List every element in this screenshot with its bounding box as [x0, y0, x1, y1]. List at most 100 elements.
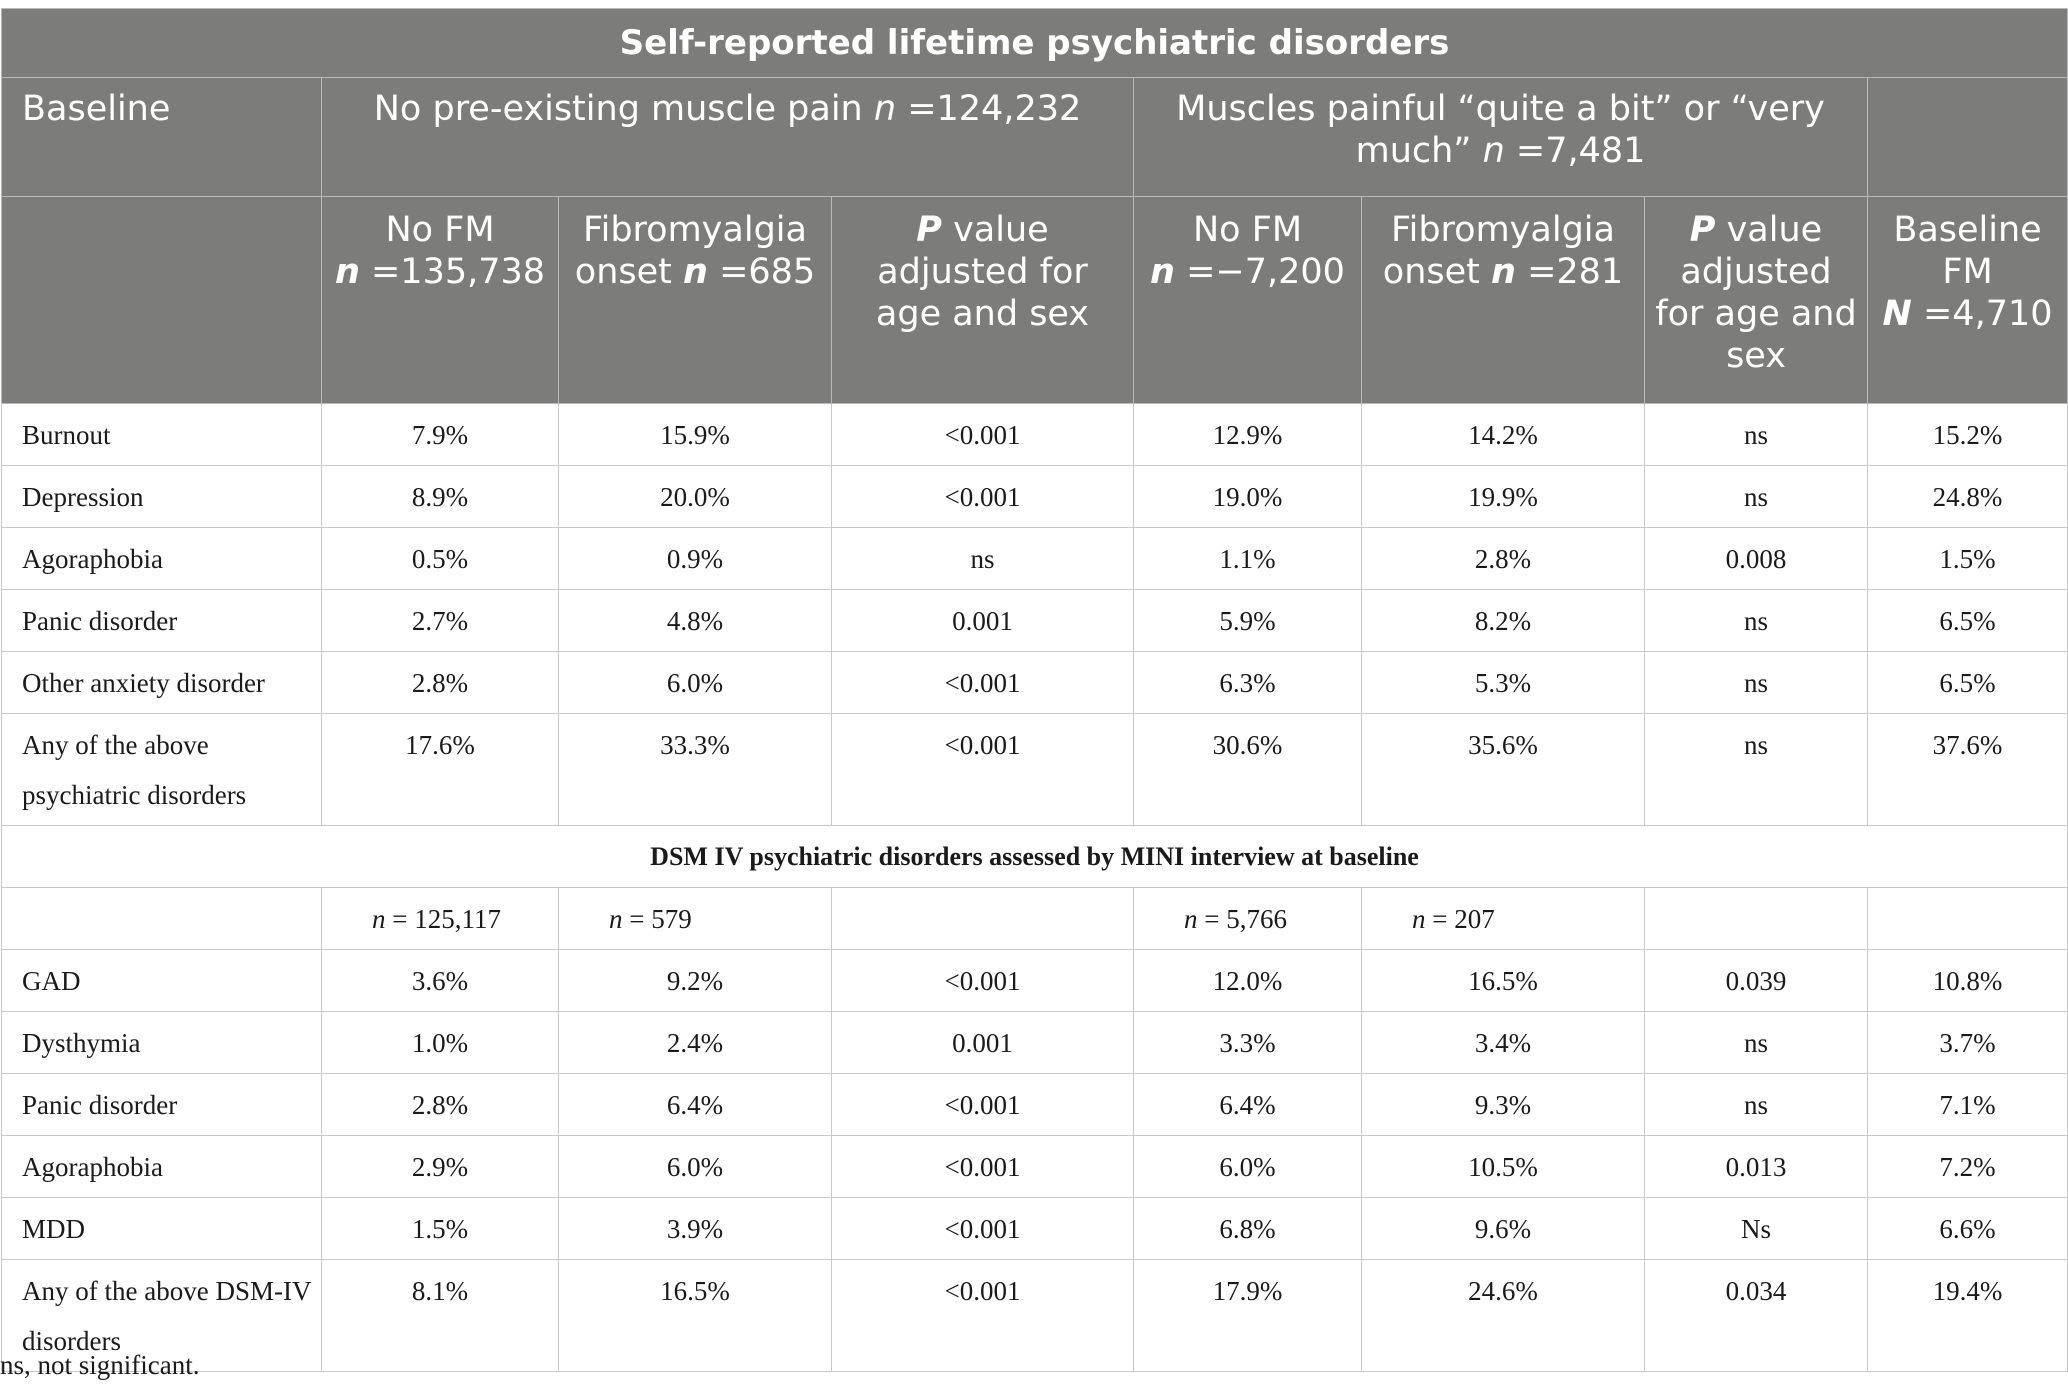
- pain-group-header: Muscles painful “quite a bit” or “very m…: [1133, 77, 1868, 197]
- table-row: MDD 1.5% 3.9% <0.001 6.8% 9.6% Ns 6.6%: [1, 1197, 2068, 1260]
- cell: 33.3%: [558, 713, 832, 826]
- table-row: Any of the above DSM-IV disorders 8.1% 1…: [1, 1259, 2068, 1372]
- cell: 6.3%: [1133, 651, 1362, 714]
- cell: 7.9%: [321, 403, 559, 466]
- cell: 9.6%: [1361, 1197, 1645, 1260]
- empty-group-header: [1866, 77, 2068, 197]
- sample-size-no-fm-2: n = 5,766: [1133, 887, 1362, 950]
- sample-size-row: n = 125,117 n = 579 n = 5,766 n = 207: [1, 887, 2068, 950]
- cell: 10.8%: [1866, 949, 2068, 1012]
- baseline-header: Baseline: [1, 77, 322, 197]
- table-title: Self-reported lifetime psychiatric disor…: [0, 8, 2068, 78]
- cell: 12.0%: [1133, 949, 1362, 1012]
- table-row: Agoraphobia 0.5% 0.9% ns 1.1% 2.8% 0.008…: [1, 527, 2068, 590]
- empty-cell: [831, 887, 1134, 950]
- cell: 6.5%: [1866, 589, 2068, 652]
- cell: 2.4%: [558, 1011, 832, 1074]
- table-row: Burnout 7.9% 15.9% <0.001 12.9% 14.2% ns…: [1, 403, 2068, 466]
- row-label: Any of the above psychiatric disorders: [1, 713, 322, 826]
- cell: 24.6%: [1361, 1259, 1645, 1372]
- no-pain-group-header: No pre-existing muscle pain n =124,232: [321, 77, 1134, 197]
- cell: ns: [1644, 1073, 1868, 1136]
- cell: 3.4%: [1361, 1011, 1645, 1074]
- cell: 19.4%: [1866, 1259, 2068, 1372]
- cell: 0.008: [1644, 527, 1868, 590]
- col-header-fm-onset-1: Fibromyalgia onset n =685: [558, 196, 832, 404]
- cell: 0.034: [1644, 1259, 1868, 1372]
- table-row: Panic disorder 2.7% 4.8% 0.001 5.9% 8.2%…: [1, 589, 2068, 652]
- cell: 6.0%: [1133, 1135, 1362, 1198]
- cell: 8.9%: [321, 465, 559, 528]
- cell: 0.001: [831, 1011, 1134, 1074]
- cell: 7.2%: [1866, 1135, 2068, 1198]
- cell: 9.2%: [558, 949, 832, 1012]
- cell: <0.001: [831, 1135, 1134, 1198]
- cell: 0.9%: [558, 527, 832, 590]
- cell: 0.039: [1644, 949, 1868, 1012]
- cell: 6.8%: [1133, 1197, 1362, 1260]
- cell: 6.0%: [558, 651, 832, 714]
- row-label: MDD: [1, 1197, 322, 1260]
- col-header-no-fm-2: No FM n =−7,200: [1133, 196, 1362, 404]
- cell: 1.0%: [321, 1011, 559, 1074]
- cell: 14.2%: [1361, 403, 1645, 466]
- cell: 19.9%: [1361, 465, 1645, 528]
- cell: 9.3%: [1361, 1073, 1645, 1136]
- cell: 6.4%: [558, 1073, 832, 1136]
- cell: 2.8%: [321, 1073, 559, 1136]
- cell: 19.0%: [1133, 465, 1362, 528]
- cell: 17.6%: [321, 713, 559, 826]
- cell: 3.3%: [1133, 1011, 1362, 1074]
- table-row: Dysthymia 1.0% 2.4% 0.001 3.3% 3.4% ns 3…: [1, 1011, 2068, 1074]
- cell: 3.6%: [321, 949, 559, 1012]
- cell: 0.013: [1644, 1135, 1868, 1198]
- sample-size-fm-onset-1: n = 579: [558, 887, 832, 950]
- empty-cell: [1644, 887, 1868, 950]
- cell: 0.001: [831, 589, 1134, 652]
- cell: 15.2%: [1866, 403, 2068, 466]
- table-row: GAD 3.6% 9.2% <0.001 12.0% 16.5% 0.039 1…: [1, 949, 2068, 1012]
- cell: <0.001: [831, 1197, 1134, 1260]
- cell: <0.001: [831, 713, 1134, 826]
- row-label: Agoraphobia: [1, 527, 322, 590]
- cell: <0.001: [831, 1073, 1134, 1136]
- dsm-section-title: DSM IV psychiatric disorders assessed by…: [0, 825, 2068, 888]
- cell: 6.0%: [558, 1135, 832, 1198]
- cell: 4.8%: [558, 589, 832, 652]
- cell: 3.9%: [558, 1197, 832, 1260]
- cell: 6.5%: [1866, 651, 2068, 714]
- col-header-no-fm-1: No FM n =135,738: [321, 196, 559, 404]
- cell: <0.001: [831, 403, 1134, 466]
- cell: 6.6%: [1866, 1197, 2068, 1260]
- cell: 2.7%: [321, 589, 559, 652]
- cell: 8.1%: [321, 1259, 559, 1372]
- results-table: Self-reported lifetime psychiatric disor…: [0, 8, 2068, 1372]
- cell: <0.001: [831, 949, 1134, 1012]
- cell: 1.1%: [1133, 527, 1362, 590]
- empty-cell: [1866, 887, 2068, 950]
- cell: 5.3%: [1361, 651, 1645, 714]
- cell: 2.8%: [321, 651, 559, 714]
- cell: ns: [1644, 651, 1868, 714]
- sample-size-no-fm-1: n = 125,117: [321, 887, 559, 950]
- cell: 0.5%: [321, 527, 559, 590]
- table-container: Self-reported lifetime psychiatric disor…: [0, 8, 2068, 1372]
- cell: 24.8%: [1866, 465, 2068, 528]
- cell: 2.8%: [1361, 527, 1645, 590]
- table-footnote: ns, not significant.: [0, 1350, 200, 1380]
- cell: 37.6%: [1866, 713, 2068, 826]
- row-label: Agoraphobia: [1, 1135, 322, 1198]
- table-row: Panic disorder 2.8% 6.4% <0.001 6.4% 9.3…: [1, 1073, 2068, 1136]
- cell: ns: [831, 527, 1134, 590]
- row-label: Dysthymia: [1, 1011, 322, 1074]
- row-label: Panic disorder: [1, 589, 322, 652]
- cell: 20.0%: [558, 465, 832, 528]
- cell: <0.001: [831, 651, 1134, 714]
- row-label: Burnout: [1, 403, 322, 466]
- cell: 16.5%: [1361, 949, 1645, 1012]
- cell: 1.5%: [321, 1197, 559, 1260]
- cell: Ns: [1644, 1197, 1868, 1260]
- cell: 5.9%: [1133, 589, 1362, 652]
- cell: 3.7%: [1866, 1011, 2068, 1074]
- table-row: Agoraphobia 2.9% 6.0% <0.001 6.0% 10.5% …: [1, 1135, 2068, 1198]
